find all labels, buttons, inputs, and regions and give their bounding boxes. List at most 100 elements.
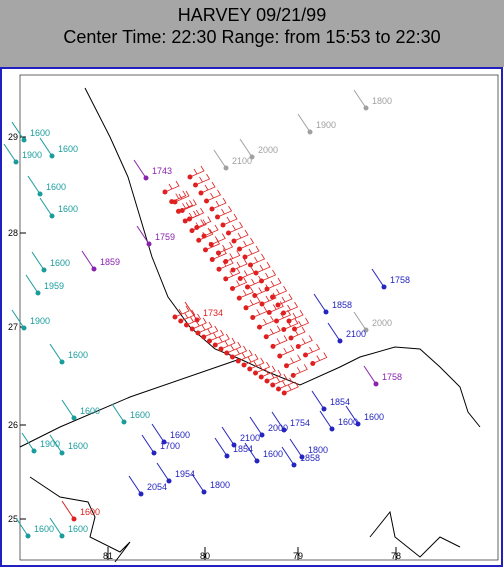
- station-dot: [41, 267, 47, 273]
- station-label: 2000: [258, 145, 278, 155]
- station-label: 1600: [68, 350, 88, 360]
- header: HARVEY 09/21/99 Center Time: 22:30 Range…: [0, 0, 504, 67]
- station-dot: [329, 426, 335, 432]
- wind-barb: [217, 205, 233, 218]
- wind-barb: [266, 277, 282, 290]
- wind-barb: [252, 306, 268, 318]
- wind-barb: [49, 434, 63, 454]
- station-dot: [281, 427, 287, 433]
- subtitle: Center Time: 22:30 Range: from 15:53 to …: [63, 27, 441, 47]
- wind-barb: [277, 293, 293, 306]
- station-dot: [224, 453, 230, 459]
- wind-barb: [283, 301, 299, 314]
- station-label: 1700: [160, 441, 180, 451]
- station-dot: [201, 489, 207, 495]
- wind-barb: [206, 189, 222, 202]
- station-dot: [13, 159, 19, 165]
- wind-barb: [272, 335, 288, 347]
- wind-barb: [228, 221, 244, 234]
- station-label: 1754: [290, 418, 310, 428]
- wind-barb: [211, 233, 226, 245]
- wind-barb: [11, 121, 25, 141]
- wind-barb: [249, 357, 265, 370]
- wind-barb: [186, 313, 202, 326]
- station-dot: [161, 439, 167, 445]
- wind-barb: [288, 309, 304, 322]
- wind-barb: [261, 292, 277, 305]
- wind-barb: [261, 269, 277, 282]
- wind-barb: [278, 377, 294, 390]
- wind-barb: [232, 277, 248, 289]
- wind-barb: [136, 225, 150, 245]
- station-label: 1800: [210, 480, 230, 490]
- station-dot: [71, 415, 77, 421]
- station-dot: [337, 338, 343, 344]
- track-dot: [250, 314, 256, 320]
- wind-barb: [233, 229, 249, 242]
- station-dot: [49, 213, 55, 219]
- wind-barb: [363, 365, 377, 385]
- wind-barb: [222, 213, 238, 226]
- station-label: 1600: [58, 144, 78, 154]
- wind-barb: [15, 517, 29, 537]
- wind-barb: [249, 416, 263, 436]
- wind-barb: [151, 423, 165, 443]
- coastline: [19, 87, 481, 563]
- station-dot: [381, 284, 387, 290]
- wind-barb: [279, 344, 295, 357]
- wind-barb: [232, 345, 248, 358]
- latitude-label: 26: [8, 420, 18, 430]
- station-label: 1600: [364, 412, 384, 422]
- wind-barb: [81, 250, 95, 270]
- wind-barb: [39, 137, 53, 157]
- wind-barb: [189, 207, 205, 220]
- wind-barb: [27, 175, 41, 195]
- latitude-label: 25: [8, 514, 18, 524]
- station-dot: [146, 241, 152, 247]
- station-dot: [59, 359, 65, 365]
- wind-barb: [209, 329, 225, 342]
- station-dot: [307, 129, 313, 135]
- station-label: 2000: [268, 423, 288, 433]
- station-label: 2054: [147, 482, 167, 492]
- station-dot: [363, 327, 369, 333]
- station-label: 1600: [50, 258, 70, 268]
- station-dot: [249, 154, 255, 160]
- station-dot: [373, 381, 379, 387]
- station-dot: [49, 153, 55, 159]
- wind-barb: [226, 341, 242, 354]
- station-dot: [25, 533, 31, 539]
- wind-barb: [311, 390, 325, 410]
- wind-barb: [128, 475, 142, 495]
- wind-barb: [239, 286, 254, 299]
- wind-barb: [238, 349, 253, 362]
- station-label: 1600: [30, 128, 50, 138]
- station-dot: [59, 533, 65, 539]
- wind-barb: [61, 500, 75, 520]
- wind-barb: [244, 442, 258, 462]
- station-label: 1600: [80, 507, 100, 517]
- wind-barb: [182, 199, 197, 211]
- station-dot: [31, 448, 37, 454]
- station-label: 1859: [100, 257, 120, 267]
- wind-barb: [180, 309, 196, 322]
- latitude-label: 27: [8, 322, 18, 332]
- wind-barb: [239, 237, 255, 250]
- station-label: 1900: [316, 120, 336, 130]
- station-label: 1759: [155, 232, 175, 242]
- station-label: 1900: [30, 316, 50, 326]
- wind-barb: [39, 197, 53, 217]
- station-label: 1600: [34, 524, 54, 534]
- wind-barb: [164, 180, 180, 193]
- wind-barb: [214, 437, 228, 457]
- station-dot: [323, 309, 329, 315]
- station-label: 1600: [68, 441, 88, 451]
- station-dot: [37, 191, 43, 197]
- wind-barb: [243, 353, 259, 366]
- wind-barb: [200, 181, 216, 194]
- station-label: 2100: [232, 156, 252, 166]
- station-label: 1900: [22, 150, 42, 160]
